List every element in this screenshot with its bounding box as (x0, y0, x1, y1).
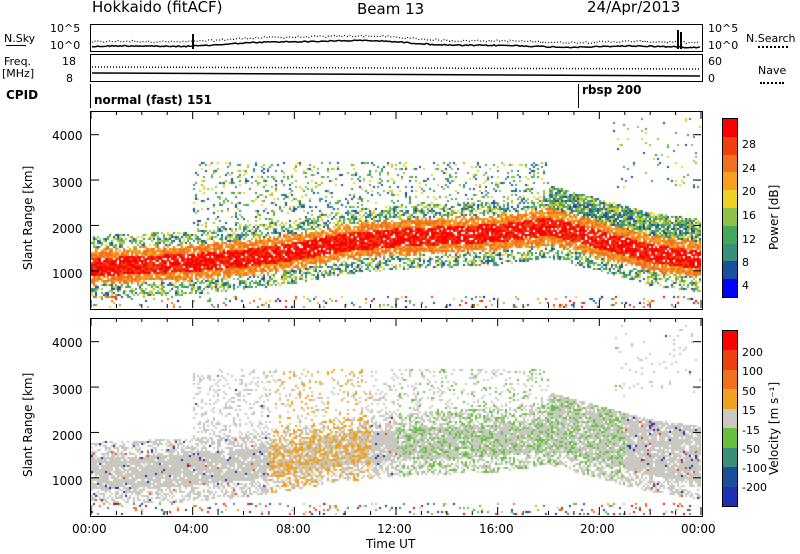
xtick-0000: 00:00 (72, 522, 107, 536)
colorbar-swatch (723, 486, 737, 506)
vel-cbar-tick-200: 200 (742, 346, 763, 359)
colorbar-swatch (723, 389, 737, 409)
cpid-label: CPID (6, 88, 39, 102)
power-cbar-tick-8: 8 (742, 256, 749, 269)
colorbar-swatch (723, 154, 737, 173)
power-cbar-tick-16: 16 (742, 209, 756, 222)
power-cbar-tick-12: 12 (742, 233, 756, 246)
velocity-ytick-3000: 3000 (52, 383, 83, 397)
freq-ytick-top: 18 (62, 55, 76, 68)
vel-cbar-tick-15: 15 (742, 404, 756, 417)
xaxis-label: Time UT (366, 537, 416, 551)
power-ylabel: Slant Range [km] (21, 165, 35, 270)
nave-trace (91, 66, 701, 70)
power-ytick-1000: 1000 (52, 267, 83, 281)
vel-cbar-tick-minus50: -50 (742, 443, 760, 456)
velocity-ytick-4000: 4000 (52, 336, 83, 350)
power-colorbar (722, 118, 738, 298)
xtick-1200: 12:00 (377, 522, 412, 536)
colorbar-swatch (723, 467, 737, 487)
sky-ytick-bottom: 10^0 (50, 39, 81, 52)
search-ytick-bottom: 10^0 (708, 39, 739, 52)
power-cbar-tick-28: 28 (742, 138, 756, 151)
vel-cbar-tick-100: 100 (742, 365, 763, 378)
velocity-panel-frame (90, 318, 703, 517)
velocity-ytick-1000: 1000 (52, 474, 83, 488)
xtick-0800: 08:00 (276, 522, 311, 536)
search-ytick-top: 10^5 (708, 22, 739, 35)
colorbar-swatch (723, 279, 737, 297)
colorbar-swatch (723, 190, 737, 208)
nsearch-label: N.Search (746, 32, 796, 45)
freq-label-1: Freq. (4, 55, 32, 68)
power-panel-frame (90, 111, 703, 310)
nave-label: Nave (758, 64, 787, 77)
colorbar-swatch (723, 331, 737, 351)
freq-trace (91, 72, 701, 77)
velocity-colorbar (722, 330, 738, 507)
velocity-cbar-label: Velocity [m s⁻¹] (767, 381, 781, 475)
freq-label-2: [MHz] (2, 67, 35, 80)
freq-panel-frame (90, 54, 703, 82)
power-ytick-4000: 4000 (52, 129, 83, 143)
freq-ytick-bottom: 8 (66, 72, 73, 85)
colorbar-swatch (723, 119, 737, 137)
xtick-2400: 00:00 (681, 522, 716, 536)
vel-cbar-tick-50: 50 (742, 385, 756, 398)
nave-ytick-top: 60 (708, 55, 722, 68)
colorbar-swatch (723, 207, 737, 226)
xtick-1600: 16:00 (479, 522, 514, 536)
date-title: 24/Apr/2013 (587, 0, 681, 16)
nave-ytick-bottom: 0 (708, 72, 715, 85)
beam-title: Beam 13 (357, 0, 425, 18)
power-cbar-label: Power [dB] (767, 184, 781, 250)
colorbar-swatch (723, 261, 737, 280)
power-cbar-tick-20: 20 (742, 185, 756, 198)
cpid-mode-normal: normal (fast) 151 (94, 93, 212, 107)
vel-cbar-tick-minus200: -200 (742, 481, 767, 494)
colorbar-swatch (723, 243, 737, 262)
velocity-ylabel: Slant Range [km] (21, 372, 35, 477)
power-heatmap (91, 112, 701, 308)
colorbar-swatch (723, 428, 737, 448)
nave-legend-line (760, 82, 784, 84)
nsky-label: N.Sky (4, 32, 36, 45)
colorbar-swatch (723, 350, 737, 370)
nsky-legend-line (6, 45, 26, 46)
colorbar-swatch (723, 136, 737, 155)
power-ytick-3000: 3000 (52, 176, 83, 190)
colorbar-swatch (723, 408, 737, 429)
strip-plots (91, 30, 701, 77)
nsearch-legend-line (758, 46, 788, 48)
vel-cbar-tick-minus15: -15 (742, 424, 760, 437)
colorbar-swatch (723, 369, 737, 390)
vel-cbar-tick-minus100: -100 (742, 462, 767, 475)
cpid-mode-divider (578, 84, 579, 108)
power-cbar-tick-24: 24 (742, 162, 756, 175)
power-ytick-2000: 2000 (52, 222, 83, 236)
colorbar-swatch (723, 225, 737, 244)
colorbar-swatch (723, 172, 737, 191)
sky-panel-frame (90, 24, 703, 52)
xtick-2000: 20:00 (580, 522, 615, 536)
power-cbar-tick-4: 4 (742, 279, 749, 292)
velocity-ytick-2000: 2000 (52, 429, 83, 443)
cpid-panel-frame (90, 84, 702, 108)
colorbar-swatch (723, 447, 737, 468)
xtick-0400: 04:00 (174, 522, 209, 536)
sky-ytick-top: 10^5 (50, 22, 81, 35)
station-title: Hokkaido (fitACF) (92, 0, 223, 16)
velocity-heatmap (91, 319, 701, 515)
cpid-mode-rbsp: rbsp 200 (582, 83, 642, 97)
